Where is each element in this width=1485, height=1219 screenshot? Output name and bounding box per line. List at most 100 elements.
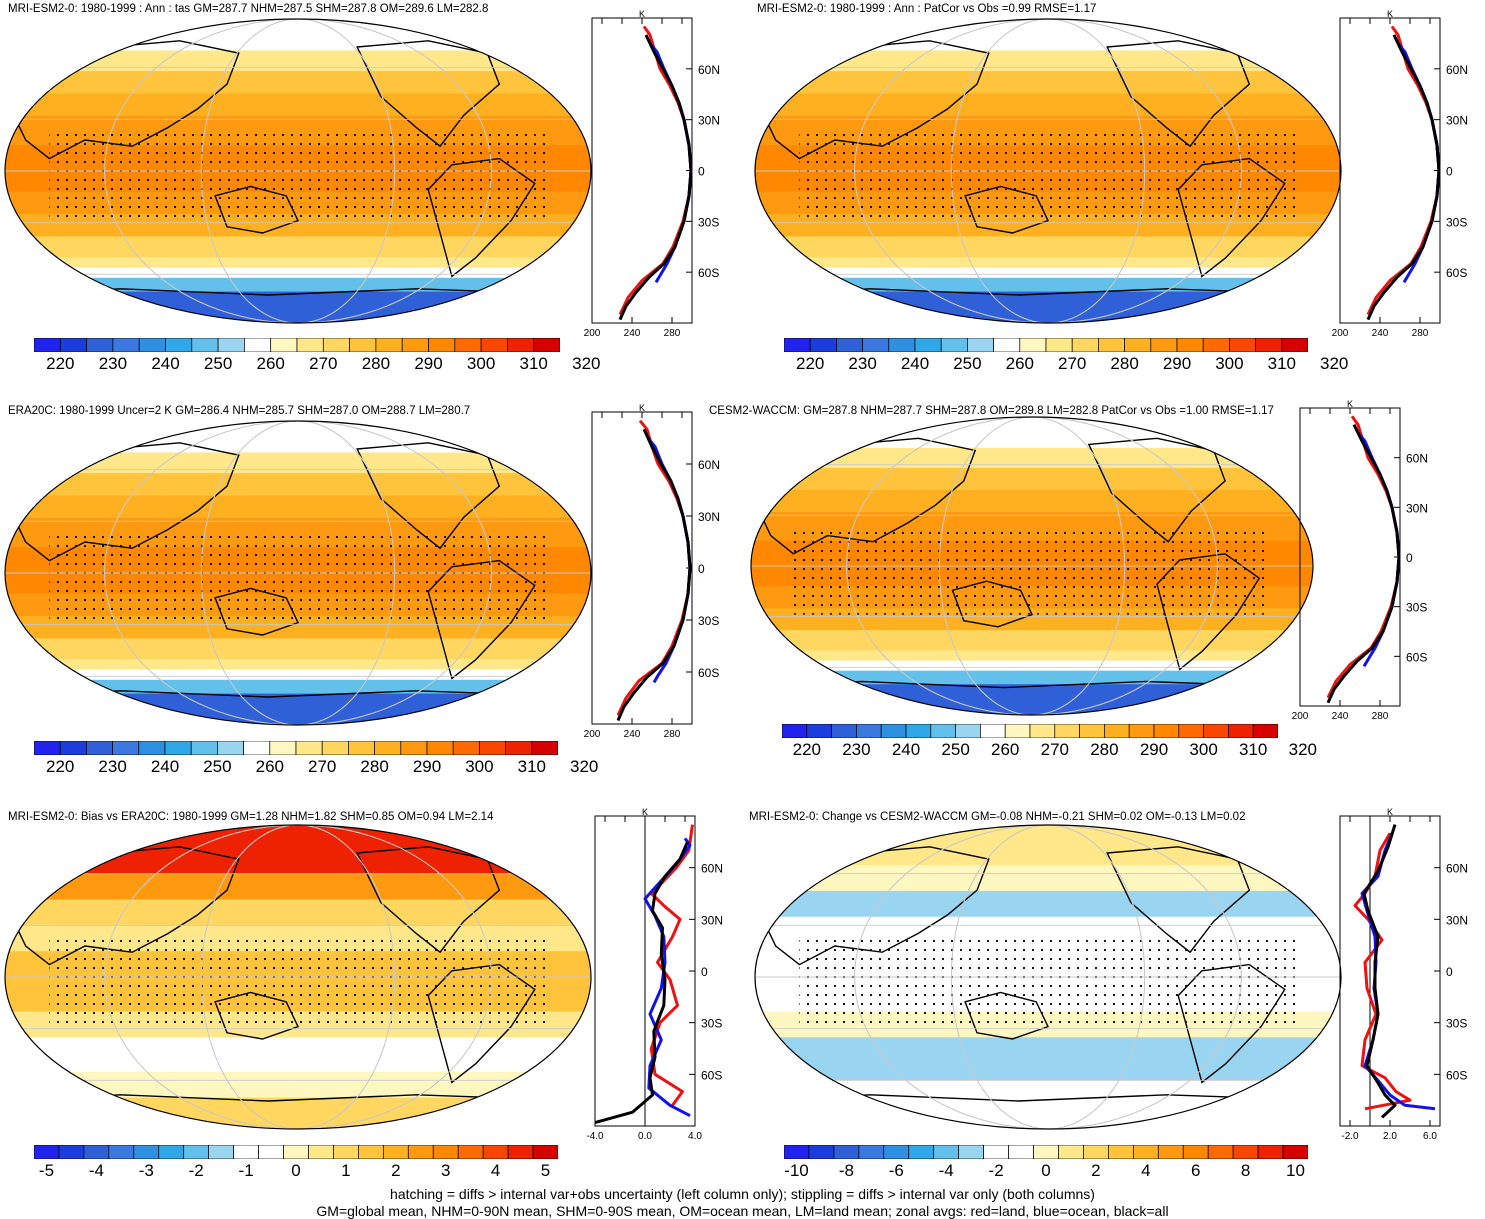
zonal-y-tick-label: 60N (701, 862, 723, 876)
colorbar-swatch (112, 741, 140, 755)
zonal-x-tick-label: 280 (1412, 328, 1429, 339)
colorbar-swatch (407, 1145, 434, 1159)
colorbar-labels-2: 220 230 240 250 260 270 280 290 300 310 320 (784, 354, 1348, 374)
footer-line-2: GM=global mean, NHM=0-90N mean, SHM=0-90… (316, 1203, 1169, 1219)
zonal-series-line (1366, 34, 1441, 321)
colorbar-swatch (1083, 1145, 1109, 1159)
zonal-x-tick-label: 240 (624, 729, 641, 740)
zonal-series-line (618, 34, 693, 321)
zonal-y-tick-label: 30S (698, 614, 719, 628)
colorbar-swatch (164, 741, 192, 755)
colorbar-swatch (349, 338, 377, 352)
colorbar-label: -2 (188, 1161, 204, 1180)
colorbar-swatch (1004, 724, 1031, 738)
colorbar-swatch (955, 724, 981, 738)
zonal-x-tick-label: 200 (1292, 711, 1309, 722)
colorbar-swatch (888, 338, 916, 352)
colorbar-label: 320 (1288, 740, 1317, 759)
colorbar-swatch (295, 741, 323, 755)
colorbar-swatch (806, 724, 832, 738)
colorbar-swatch (1008, 1145, 1034, 1159)
colorbar-swatch (1132, 1145, 1159, 1159)
colorbar-swatch (358, 1145, 384, 1159)
colorbar-label: 320 (572, 354, 601, 373)
colorbar-swatch (958, 1145, 984, 1159)
colorbar-swatch (1104, 724, 1130, 738)
colorbar-swatch (1128, 724, 1155, 738)
zonal-y-tick-label: 60S (698, 266, 719, 280)
colorbar-swatch (333, 1145, 359, 1159)
panel-title-5: MRI-ESM2-0: Bias vs ERA20C: 1980-1999 GM… (8, 811, 494, 823)
colorbar-6 (784, 1145, 1308, 1159)
zonal-x-tick-label: 200 (1332, 328, 1349, 339)
colorbar-swatch (138, 338, 166, 352)
colorbar-label: 270 (309, 354, 338, 373)
panel-title-6: MRI-ESM2-0: Change vs CESM2-WACCM GM=-0.… (749, 811, 1246, 823)
colorbar-label: 220 (796, 354, 825, 373)
zonal-plot-3: K 200 240 280 60N 30N 0 30S 60S (584, 403, 720, 740)
colorbar-swatch (283, 1145, 309, 1159)
zonal-series-line (1362, 824, 1397, 1119)
map-panel-4 (750, 416, 1314, 716)
colorbar-label: 290 (412, 757, 442, 776)
colorbar-swatch (1108, 1145, 1134, 1159)
zonal-unit-label: K (639, 403, 645, 413)
colorbar-label: 260 (256, 354, 285, 373)
colorbar-swatch (400, 741, 428, 755)
map-panel-6 (754, 824, 1342, 1130)
colorbar-5 (34, 1145, 558, 1159)
colorbar-swatch (809, 338, 837, 352)
colorbar-swatch (1029, 724, 1056, 738)
map-panel-2 (754, 18, 1342, 324)
colorbar-swatch (382, 1145, 409, 1159)
colorbar-label: 250 (953, 354, 982, 373)
colorbar-swatch (258, 1145, 284, 1159)
colorbar-label: 310 (517, 757, 546, 776)
zonal-x-tick-label: -4.0 (586, 1131, 604, 1142)
colorbar-swatch (862, 338, 890, 352)
zonal-series-line (1396, 42, 1441, 284)
colorbar-swatch (108, 1145, 135, 1159)
zonal-y-tick-label: 30N (1446, 913, 1468, 927)
colorbar-label: 3 (440, 1161, 451, 1180)
zonal-unit-label: K (642, 807, 648, 817)
colorbar-swatch (533, 338, 560, 352)
colorbar-swatch (165, 338, 193, 352)
colorbar-swatch (1257, 1145, 1284, 1159)
zonal-y-tick-label: 30N (1446, 114, 1468, 128)
colorbar-label: -10 (784, 1161, 809, 1180)
colorbar-swatch (1157, 1145, 1184, 1159)
colorbar-swatch (59, 741, 87, 755)
zonal-y-tick-label: 30S (1446, 1017, 1467, 1031)
colorbar-label: 270 (1058, 354, 1087, 373)
zonal-unit-label: K (1387, 807, 1393, 817)
colorbar-swatch (432, 1145, 459, 1159)
colorbar-swatch (457, 1145, 484, 1159)
colorbar-swatch (322, 338, 350, 352)
colorbar-label: -6 (888, 1161, 904, 1180)
colorbar-label: 230 (98, 354, 128, 373)
colorbar-swatch (505, 741, 533, 755)
colorbar-label: 310 (1239, 740, 1268, 759)
colorbar-swatch (34, 1145, 60, 1159)
zonal-y-tick-label: 60N (1406, 452, 1428, 466)
map-panel-3 (4, 420, 592, 726)
zonal-y-tick-label: 60S (1406, 650, 1427, 664)
colorbar-label: 10 (1286, 1161, 1305, 1180)
colorbar-label: -2 (988, 1161, 1004, 1180)
colorbar-swatch (1232, 1145, 1259, 1159)
zonal-x-tick-label: -2.0 (1341, 1131, 1359, 1142)
colorbar-label: 230 (98, 757, 127, 776)
zonal-y-tick-label: 0 (1446, 165, 1453, 179)
colorbar-label: -3 (138, 1161, 154, 1180)
colorbar-swatch (1054, 724, 1080, 738)
colorbar-swatch (967, 338, 994, 352)
colorbar-swatch (856, 724, 882, 738)
zonal-series-line (646, 437, 692, 684)
zonal-y-tick-label: 0 (1406, 551, 1413, 565)
zonal-plot-5: K -4.0 0.0 4.0 60N 30N 0 30S 60S (586, 807, 723, 1142)
colorbar-swatch (833, 1145, 860, 1159)
colorbar-label: 2 (1091, 1161, 1101, 1180)
colorbar-swatch (428, 338, 456, 352)
zonal-y-tick-label: 60N (698, 458, 720, 472)
